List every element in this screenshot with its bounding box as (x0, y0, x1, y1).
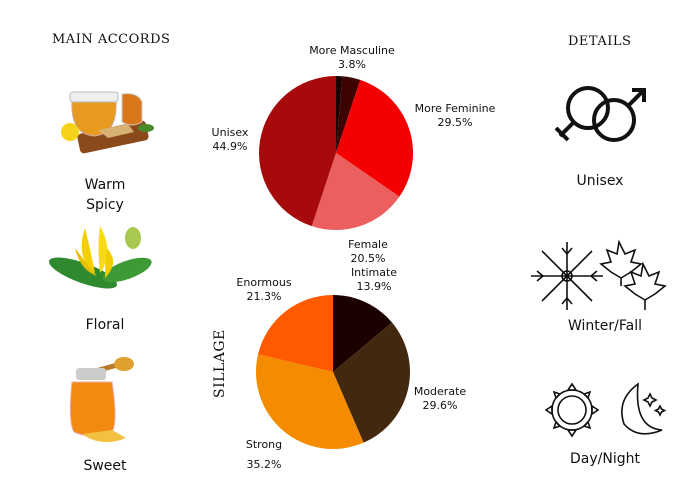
pie-label: Enormous 21.3% (236, 276, 291, 304)
pie-slice-moderate (333, 322, 410, 443)
pie-slice-enormous (258, 295, 333, 372)
detail-winter-fall: Winter/Fall (568, 318, 642, 334)
detail-unisex: Unisex (576, 173, 624, 189)
pie-label-value: 3.8% (338, 58, 366, 71)
pie-label: Moderate 29.6% (414, 385, 466, 413)
pie-label: More Feminine 29.5% (415, 102, 496, 130)
pie-label-value: 35.2% (246, 458, 282, 471)
accord-label: Spicy (86, 197, 124, 213)
pie-label-name: Strong (245, 438, 283, 451)
pie-label-value: 29.6% (422, 399, 458, 412)
pie-label-value: 44.9% (212, 140, 248, 153)
pie-label: More Masculine 3.8% (309, 44, 395, 72)
pie-label-name: Unisex (211, 126, 249, 139)
pie-slice-more-masculine (336, 76, 361, 153)
pie-label: Female 20.5% (348, 238, 388, 266)
accord-warm-spicy: Warm Spicy (75, 175, 135, 215)
accord-label: Warm (84, 177, 126, 193)
pie-label-value: 21.3% (246, 290, 282, 303)
pie-slice-female (311, 153, 400, 230)
details-title: DETAILS (568, 34, 632, 49)
ylang-flower-icon (48, 226, 152, 289)
accord-sweet: Sweet (83, 458, 127, 474)
pie-slice-unlabeled (336, 76, 343, 153)
pie-label-name: Intimate (350, 266, 398, 279)
pie-label-name: Enormous (236, 276, 292, 289)
pie-label-name: Moderate (413, 385, 467, 398)
sun-moon-icon (544, 382, 667, 438)
snowflake-maple-leaf-icon (531, 239, 667, 310)
sillage-title: SILLAGE (212, 329, 228, 398)
pie-label: Unisex 44.9% (212, 126, 249, 154)
pie-slice-unisex (259, 76, 336, 227)
pie-label: Intimate 13.9% (351, 266, 397, 294)
pie-label-name: More Masculine (309, 44, 395, 57)
honey-jar-icon (69, 357, 134, 443)
pie-label: Strong 35.2% (246, 438, 282, 472)
pie-label-name: More Feminine (414, 102, 496, 115)
pie-label-name: Female (348, 238, 388, 251)
accord-floral: Floral (85, 317, 125, 333)
detail-day-night: Day/Night (570, 451, 640, 467)
main-accords-title: MAIN ACCORDS (52, 32, 171, 47)
pie-slice-more-feminine (336, 79, 413, 197)
gender-symbols-icon (554, 86, 646, 142)
pie-label-value: 13.9% (356, 280, 392, 293)
pie-label-value: 29.5% (437, 116, 473, 129)
pie-slice-strong (256, 354, 364, 450)
pie-slice-intimate (333, 295, 393, 372)
pie-label-value: 20.5% (350, 252, 386, 265)
tea-ginger-icon (61, 91, 154, 154)
